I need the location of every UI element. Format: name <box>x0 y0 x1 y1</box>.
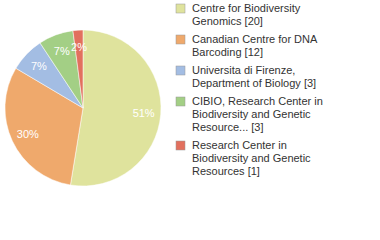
legend-label: Canadian Centre for DNABarcoding [12] <box>192 33 318 58</box>
data-label: 2% <box>71 41 87 53</box>
legend-label: Centre for BiodiversityGenomics [20] <box>192 2 301 27</box>
legend-swatch <box>176 97 185 106</box>
legend-label: CIBIO, Research Center inBiodiversity an… <box>192 95 323 133</box>
chart: 51%30%7%7%2%Centre for BiodiversityGenom… <box>0 0 380 240</box>
data-labels: 51%30%7%7%2% <box>17 41 155 139</box>
legend-label: Universita di Firenze,Department of Biol… <box>192 64 316 89</box>
data-label: 30% <box>17 128 39 140</box>
legend-label: Research Center inBiodiversity and Genet… <box>192 139 311 177</box>
legend: Centre for BiodiversityGenomics [20] Cana… <box>176 2 323 177</box>
pie-slice <box>70 30 161 186</box>
legend-swatch <box>176 141 185 150</box>
data-label: 7% <box>31 60 47 72</box>
legend-swatch <box>176 35 185 44</box>
data-label: 51% <box>133 107 155 119</box>
legend-swatch <box>176 4 185 13</box>
legend-swatch <box>176 66 185 75</box>
pie <box>5 30 161 186</box>
data-label: 7% <box>54 45 70 57</box>
